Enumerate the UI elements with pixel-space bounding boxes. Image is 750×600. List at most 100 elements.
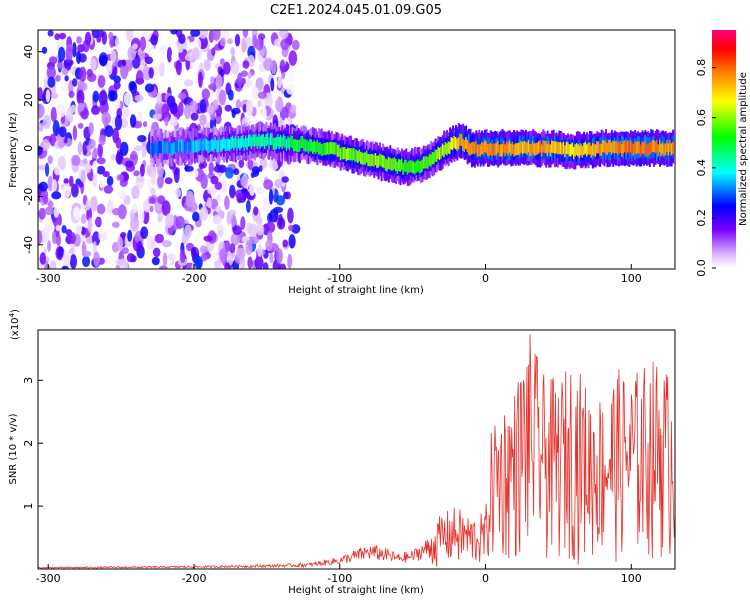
heatmap-ridge-cell — [261, 134, 263, 147]
spectrogram-x-tick-label: 100 — [621, 272, 642, 285]
heatmap-ridge-cell — [313, 140, 316, 153]
heatmap-ridge-cell — [597, 141, 600, 154]
heatmap-ridge-cell — [380, 154, 383, 167]
heatmap-cell — [146, 41, 155, 56]
heatmap-cell — [236, 247, 246, 259]
heatmap-ridge-cell — [648, 143, 651, 156]
heatmap-ridge-cell — [329, 141, 332, 154]
heatmap-ridge-cell — [306, 139, 309, 152]
heatmap-cell — [200, 99, 206, 114]
heatmap-cell — [255, 186, 265, 195]
heatmap-ridge-cell — [663, 144, 666, 157]
heatmap-cell — [273, 206, 284, 214]
heatmap-ridge-cell — [293, 139, 296, 152]
heatmap-cell — [201, 88, 210, 100]
heatmap-ridge-cell — [255, 133, 258, 146]
heatmap-cell — [106, 175, 114, 187]
spectrogram-frame — [37, 29, 676, 270]
snr-y-tick-label: 3 — [22, 377, 35, 384]
heatmap-cell — [76, 50, 81, 64]
heatmap-ridge-cell — [641, 141, 644, 154]
heatmap-ridge-cell — [656, 140, 659, 153]
heatmap-ridge-cell — [384, 158, 387, 171]
heatmap-cell — [177, 42, 184, 54]
heatmap-cell — [212, 99, 219, 111]
heatmap-ridge-cell — [567, 142, 570, 155]
heatmap-ridge-cell — [654, 141, 657, 154]
heatmap-cell — [47, 240, 52, 252]
heatmap-cell — [91, 105, 100, 115]
heatmap-cell — [151, 256, 160, 266]
heatmap-cell — [113, 81, 121, 90]
heatmap-ridge-cell — [645, 144, 648, 157]
heatmap-ridge-cell — [640, 144, 642, 157]
spectrogram-y-ticks: -40 -20 0 20 40 — [22, 45, 43, 254]
heatmap-ridge-cell — [263, 137, 266, 150]
heatmap-ridge-cell — [644, 140, 647, 153]
heatmap-cell — [157, 174, 164, 189]
heatmap-ridge-cell — [285, 138, 288, 151]
heatmap-ridge-cell — [488, 144, 491, 157]
heatmap-ridge-cell — [635, 142, 638, 155]
heatmap-cell — [257, 91, 267, 100]
heatmap-cell — [255, 223, 265, 236]
heatmap-ridge-cell — [367, 154, 370, 167]
heatmap-ridge-cell — [249, 134, 252, 147]
snr-x-tick-label: 100 — [621, 572, 642, 585]
heatmap-cell — [49, 260, 57, 269]
heatmap-cell — [115, 259, 123, 266]
heatmap-cell — [251, 166, 261, 174]
heatmap-cell — [238, 159, 245, 168]
heatmap-cell — [159, 61, 165, 78]
heatmap-cell — [211, 47, 216, 56]
heatmap-cell — [249, 236, 259, 245]
heatmap-ridge-cell — [210, 139, 212, 152]
heatmap-cell — [231, 60, 240, 75]
heatmap-ridge-cell — [580, 143, 583, 156]
heatmap-ridge-cell — [229, 139, 231, 152]
heatmap-cell — [137, 135, 147, 143]
heatmap-cell — [150, 169, 156, 186]
heatmap-ridge-cell — [616, 141, 619, 154]
heatmap-cell — [98, 257, 105, 265]
heatmap-ridge-cell — [194, 140, 196, 153]
heatmap-ridge-cell — [398, 158, 400, 171]
heatmap-cell — [190, 30, 201, 37]
heatmap-cell — [175, 215, 185, 229]
heatmap-cell — [199, 245, 208, 254]
heatmap-ridge-cell — [526, 142, 529, 155]
heatmap-ridge-cell — [619, 141, 622, 154]
heatmap-cell — [44, 264, 51, 269]
heatmap-ridge-cell — [387, 156, 390, 169]
heatmap-cell — [164, 177, 173, 185]
heatmap-cell — [97, 143, 103, 158]
heatmap-ridge-cell — [466, 139, 469, 152]
heatmap-ridge-cell — [315, 141, 317, 154]
heatmap-ridge-cell — [552, 140, 555, 153]
heatmap-ridge-cell — [460, 133, 463, 146]
heatmap-ridge-cell — [625, 142, 628, 155]
heatmap-cell — [112, 66, 118, 77]
heatmap-cell — [193, 169, 199, 178]
heatmap-cell — [240, 176, 248, 187]
heatmap-cell — [232, 225, 242, 236]
heatmap-ridge-cell — [310, 139, 313, 152]
heatmap-ridge-cell — [370, 154, 373, 167]
heatmap-ridge-cell — [345, 149, 348, 162]
heatmap-ridge-cell — [196, 140, 199, 153]
heatmap-cell — [263, 179, 273, 190]
heatmap-ridge-cell — [468, 142, 470, 155]
heatmap-ridge-cell — [558, 142, 561, 155]
heatmap-ridge-cell — [587, 142, 590, 155]
heatmap-ridge-cell — [667, 143, 670, 156]
heatmap-ridge-cell — [307, 141, 310, 154]
heatmap-cell — [286, 67, 295, 83]
heatmap-ridge-cell — [180, 139, 183, 152]
heatmap-cell — [150, 34, 158, 46]
heatmap-ridge-cell — [392, 158, 395, 171]
heatmap-cell — [192, 47, 200, 61]
heatmap-ridge-cell — [298, 139, 301, 152]
heatmap-ridge-cell — [409, 159, 412, 172]
heatmap-cell — [41, 139, 50, 151]
